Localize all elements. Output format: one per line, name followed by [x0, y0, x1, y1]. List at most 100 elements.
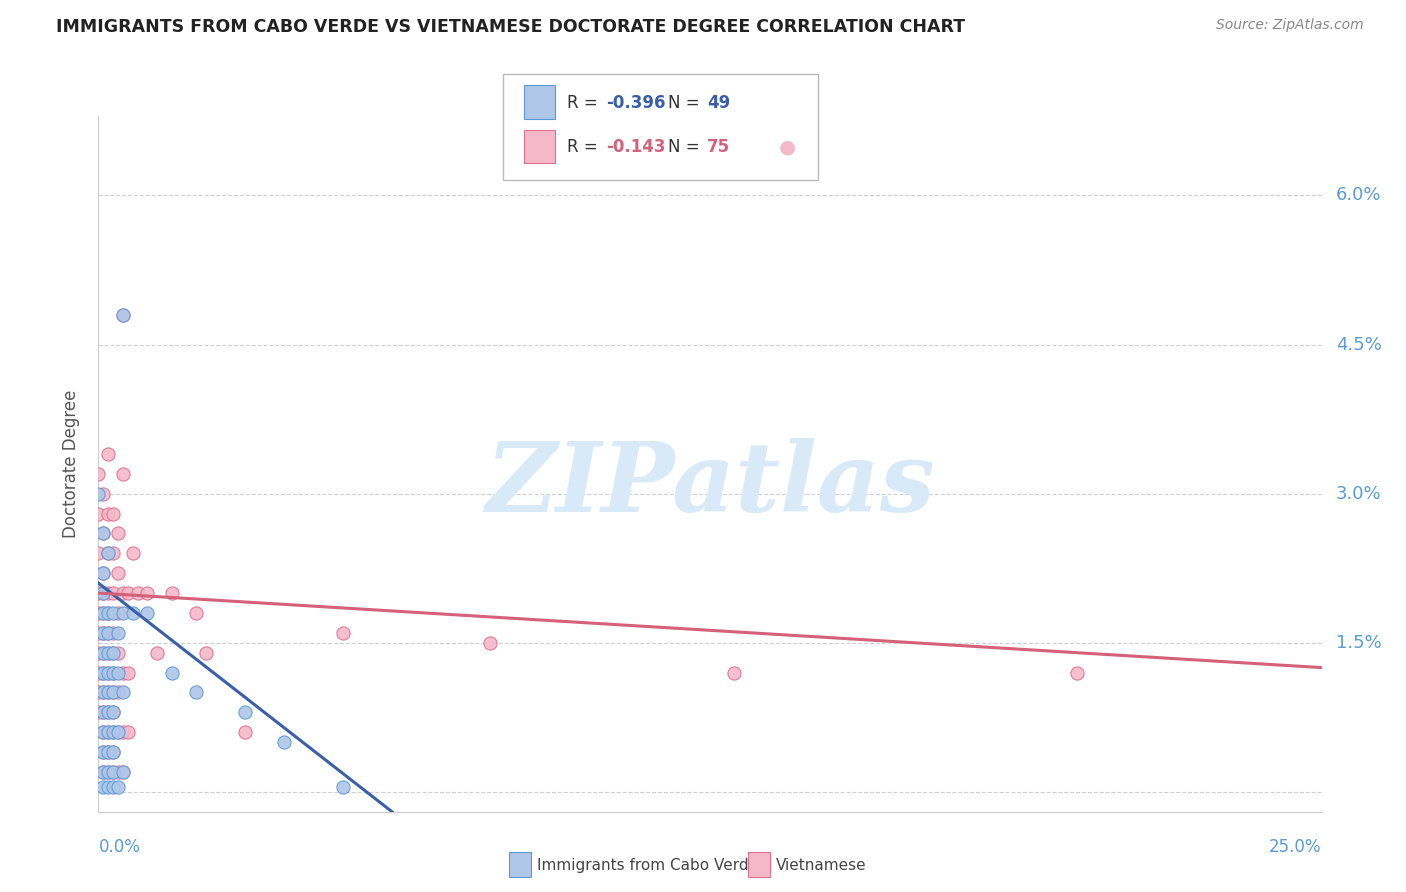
Point	[107, 780, 129, 794]
Point	[107, 725, 129, 739]
Point	[478, 636, 501, 650]
Point	[91, 764, 114, 779]
Point	[111, 467, 134, 481]
Point	[91, 586, 114, 600]
Point	[101, 745, 124, 759]
Text: 1.5%: 1.5%	[1336, 633, 1382, 652]
Point	[97, 606, 120, 620]
Text: Source: ZipAtlas.com: Source: ZipAtlas.com	[1216, 18, 1364, 32]
Text: ●: ●	[779, 137, 796, 156]
Point	[101, 546, 124, 560]
Point	[101, 745, 124, 759]
Point	[97, 780, 120, 794]
Point	[107, 606, 129, 620]
Point	[101, 764, 124, 779]
Point	[111, 685, 134, 699]
Point	[91, 646, 114, 660]
Point	[91, 665, 114, 680]
Point	[91, 764, 114, 779]
Point	[111, 725, 134, 739]
Point	[136, 606, 159, 620]
Point	[1066, 665, 1088, 680]
Point	[160, 586, 183, 600]
Point	[87, 486, 110, 500]
Point	[101, 625, 124, 640]
Point	[107, 685, 129, 699]
Point	[97, 586, 120, 600]
Y-axis label: Doctorate Degree: Doctorate Degree	[62, 390, 80, 538]
Point	[97, 646, 120, 660]
Point	[97, 507, 120, 521]
Point	[107, 566, 129, 581]
Point	[91, 606, 114, 620]
Point	[97, 546, 120, 560]
Point	[97, 685, 120, 699]
Point	[91, 745, 114, 759]
Point	[101, 646, 124, 660]
Text: 25.0%: 25.0%	[1270, 838, 1322, 856]
Point	[97, 665, 120, 680]
Point	[97, 725, 120, 739]
Point	[97, 764, 120, 779]
Point	[111, 764, 134, 779]
Point	[233, 725, 256, 739]
Point	[101, 507, 124, 521]
Point	[111, 308, 134, 322]
Point	[111, 308, 134, 322]
Point	[91, 526, 114, 541]
Point	[91, 586, 114, 600]
Text: N =: N =	[668, 138, 704, 156]
Point	[111, 764, 134, 779]
Point	[136, 586, 159, 600]
Point	[186, 685, 208, 699]
Point	[91, 780, 114, 794]
Point	[723, 665, 745, 680]
Text: 0.0%: 0.0%	[98, 838, 141, 856]
Point	[101, 706, 124, 720]
Point	[117, 665, 139, 680]
Text: 4.5%: 4.5%	[1336, 335, 1382, 353]
Point	[107, 665, 129, 680]
Point	[97, 625, 120, 640]
Text: 3.0%: 3.0%	[1336, 484, 1381, 503]
Point	[186, 606, 208, 620]
Text: 49: 49	[707, 95, 731, 112]
Point	[101, 725, 124, 739]
Point	[91, 566, 114, 581]
Text: N =: N =	[668, 95, 704, 112]
Point	[107, 646, 129, 660]
Point	[195, 646, 218, 660]
Point	[87, 685, 110, 699]
Text: -0.143: -0.143	[606, 138, 665, 156]
Point	[97, 745, 120, 759]
Point	[117, 586, 139, 600]
Point	[101, 646, 124, 660]
Text: 75: 75	[707, 138, 730, 156]
Point	[117, 725, 139, 739]
Point	[97, 685, 120, 699]
Point	[97, 725, 120, 739]
Text: Vietnamese: Vietnamese	[776, 858, 866, 872]
Point	[273, 735, 295, 749]
Point	[107, 625, 129, 640]
Point	[146, 646, 169, 660]
Point	[97, 546, 120, 560]
Point	[101, 780, 124, 794]
Point	[91, 566, 114, 581]
Point	[91, 685, 114, 699]
Point	[97, 646, 120, 660]
Point	[127, 586, 149, 600]
Point	[97, 706, 120, 720]
Point	[101, 764, 124, 779]
Text: ZIPatlas: ZIPatlas	[485, 438, 935, 532]
Point	[91, 486, 114, 500]
Point	[91, 685, 114, 699]
Point	[101, 706, 124, 720]
Point	[101, 665, 124, 680]
Text: Immigrants from Cabo Verde: Immigrants from Cabo Verde	[537, 858, 758, 872]
Point	[111, 665, 134, 680]
Point	[121, 606, 143, 620]
Text: R =: R =	[567, 95, 603, 112]
Point	[91, 625, 114, 640]
Point	[91, 706, 114, 720]
